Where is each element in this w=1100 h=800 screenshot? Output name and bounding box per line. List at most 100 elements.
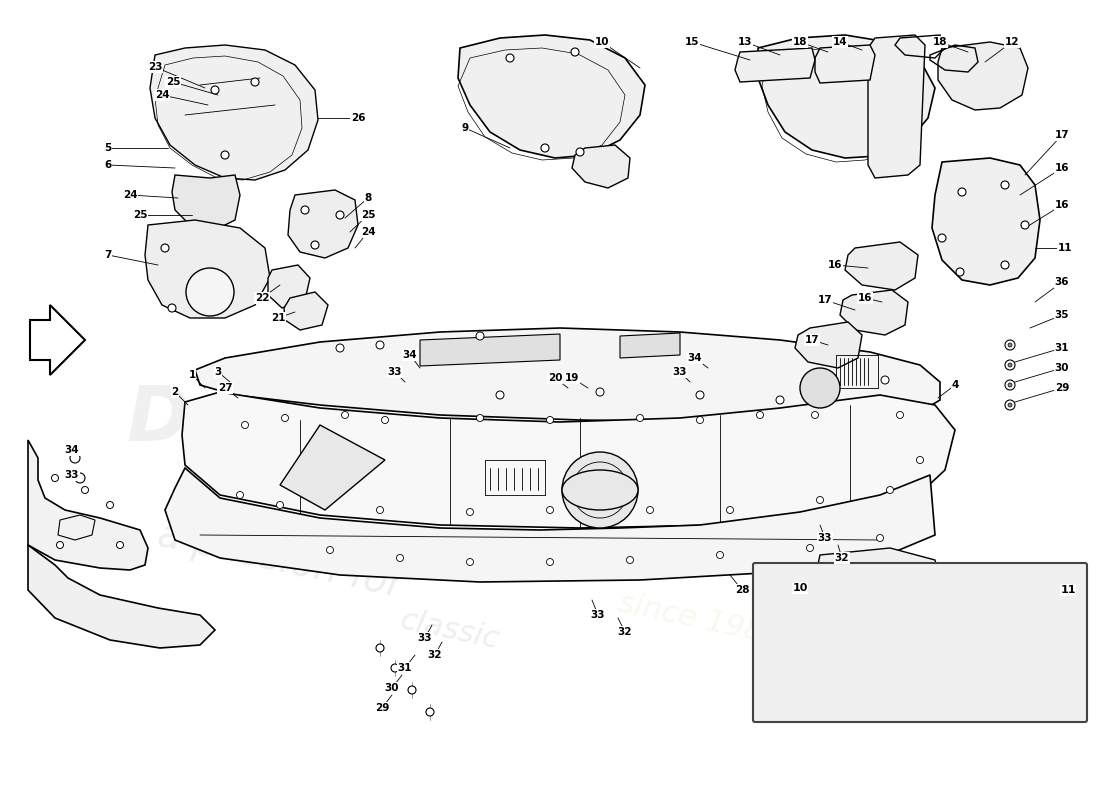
Text: 27: 27 [218,383,232,393]
Circle shape [637,414,644,422]
Circle shape [341,411,349,418]
Circle shape [547,417,553,423]
Circle shape [282,414,288,422]
Text: 4: 4 [952,380,959,390]
Circle shape [956,268,964,276]
Text: 14: 14 [833,37,847,47]
Circle shape [726,506,734,514]
Text: 16: 16 [1055,200,1069,210]
Text: 25: 25 [361,210,375,220]
Polygon shape [458,35,645,158]
Text: 33: 33 [817,533,833,543]
Circle shape [81,486,88,494]
Text: 30: 30 [1055,363,1069,373]
Circle shape [958,188,966,196]
Circle shape [806,545,814,551]
Text: 32: 32 [428,650,442,660]
Circle shape [1005,400,1015,410]
Text: 16: 16 [1055,163,1069,173]
Text: 35: 35 [1055,310,1069,320]
Polygon shape [840,290,907,335]
Circle shape [896,411,903,418]
Circle shape [1008,343,1012,347]
Circle shape [476,414,484,422]
Circle shape [1005,360,1015,370]
Polygon shape [815,45,875,83]
Circle shape [1001,181,1009,189]
Circle shape [336,211,344,219]
Circle shape [376,506,384,514]
Circle shape [1021,221,1028,229]
Circle shape [301,206,309,214]
Circle shape [56,542,64,549]
Text: 21: 21 [271,313,285,323]
Text: 34: 34 [688,353,702,363]
Polygon shape [145,220,270,318]
Circle shape [276,502,284,509]
Text: 22: 22 [255,293,270,303]
Text: 8: 8 [364,193,372,203]
FancyBboxPatch shape [754,563,1087,722]
Polygon shape [758,35,935,158]
Polygon shape [58,515,95,540]
Text: 15: 15 [684,37,700,47]
Circle shape [562,452,638,528]
Text: 11: 11 [1058,243,1072,253]
Circle shape [1005,380,1015,390]
Circle shape [541,144,549,152]
Polygon shape [768,635,1060,678]
Polygon shape [735,48,815,82]
Text: 33: 33 [418,633,432,643]
Text: 23: 23 [147,62,163,72]
Circle shape [812,411,818,418]
Text: 2: 2 [172,387,178,397]
Text: 34: 34 [65,445,79,455]
Circle shape [816,497,824,503]
Polygon shape [932,158,1040,285]
Circle shape [1008,363,1012,367]
Polygon shape [758,582,792,648]
Polygon shape [572,145,630,188]
Circle shape [186,268,234,316]
Polygon shape [288,190,358,258]
Circle shape [390,664,399,672]
Text: 24: 24 [123,190,138,200]
Text: since 1985: since 1985 [616,589,784,651]
Text: DesignerParts: DesignerParts [126,382,734,458]
Text: 18: 18 [933,37,947,47]
Text: 18: 18 [793,37,807,47]
Polygon shape [400,450,620,515]
Text: 5: 5 [104,143,111,153]
Circle shape [506,54,514,62]
Ellipse shape [562,470,638,510]
Text: 7: 7 [104,250,112,260]
Circle shape [877,534,883,542]
Text: 10: 10 [792,583,807,593]
Circle shape [70,453,80,463]
Circle shape [408,686,416,694]
Circle shape [52,474,58,482]
Circle shape [938,234,946,242]
Circle shape [942,660,958,676]
Polygon shape [268,265,310,308]
Text: 19: 19 [564,373,580,383]
Polygon shape [868,35,925,178]
Circle shape [242,422,249,429]
Polygon shape [284,292,328,330]
Circle shape [168,304,176,312]
Circle shape [496,391,504,399]
Circle shape [382,417,388,423]
Circle shape [696,391,704,399]
Circle shape [236,491,243,498]
Text: 33: 33 [591,610,605,620]
Circle shape [251,78,258,86]
Text: 16: 16 [827,260,843,270]
Circle shape [1008,383,1012,387]
Circle shape [716,551,724,558]
Polygon shape [815,548,940,605]
Text: 11: 11 [1060,585,1076,595]
Circle shape [547,558,553,566]
Polygon shape [420,334,560,366]
Polygon shape [845,242,918,290]
Circle shape [1001,261,1009,269]
